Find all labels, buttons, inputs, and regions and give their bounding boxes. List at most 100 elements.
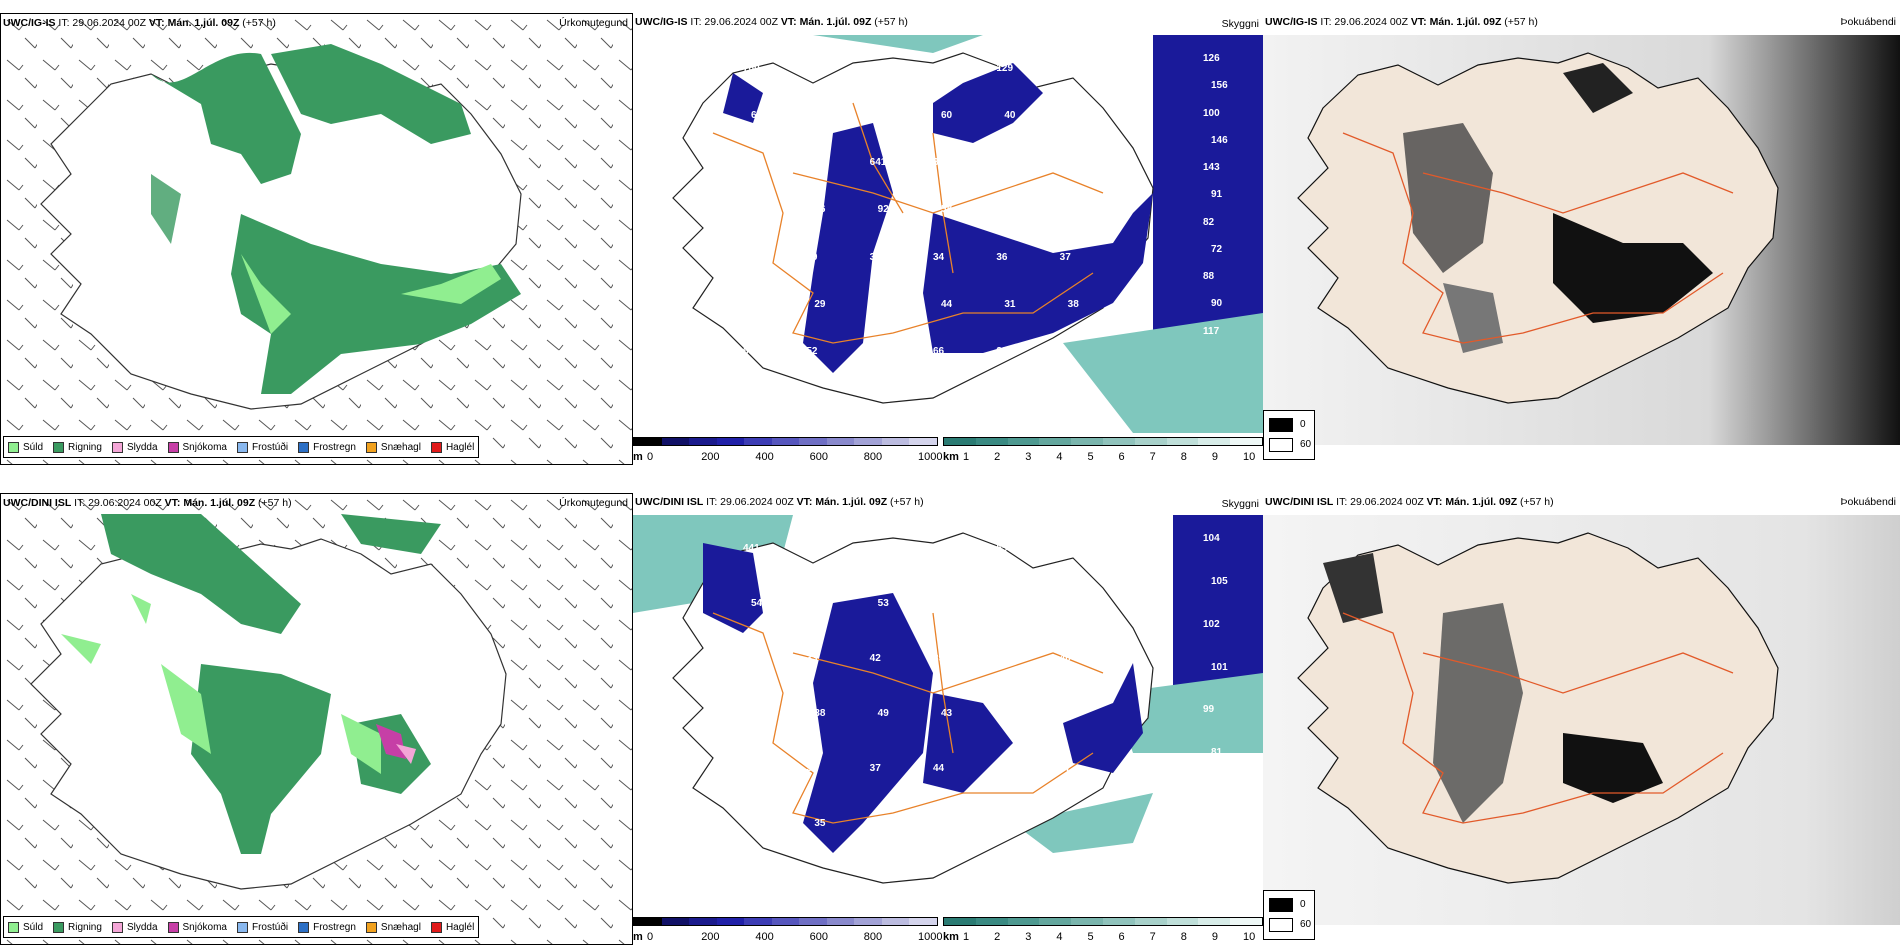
panel-title: Úrkomutegund (559, 17, 628, 29)
colorbar-cell (975, 918, 1008, 925)
visibility-value: 53 (1004, 598, 1016, 609)
colorbar-tick: 1000 (918, 931, 943, 943)
colorbar-tick: 5 (1087, 451, 1094, 463)
colorbar-tick: 10 (1243, 931, 1256, 943)
legend-label: Frostregn (313, 441, 356, 453)
visibility-value: 82 (1203, 216, 1215, 228)
legend-label: Snæhagl (380, 921, 421, 933)
legend-item: Súld (8, 921, 43, 933)
visibility-value: 117 (1203, 325, 1220, 337)
colorbar-cell (716, 918, 745, 925)
colorbar-tick: 6 (1118, 931, 1125, 943)
visibility-value: 89 (1004, 204, 1016, 216)
visibility-value: 36 (996, 251, 1008, 263)
legend-label: Snjókoma (182, 441, 227, 453)
visibility-value: 520 (933, 63, 950, 74)
colorbar-tick: 2 (994, 451, 1001, 463)
colorbar-cell (634, 438, 662, 445)
colorbar-tick: 200 (701, 451, 720, 463)
visibility-value: 32 (743, 763, 755, 774)
colorbar-cell (1007, 438, 1040, 445)
legend-item: Frostúði (236, 441, 288, 453)
visibility-value: 78 (869, 63, 881, 74)
panel-title: Þokuábendi (1840, 496, 1896, 508)
visibility-value: 38 (1067, 298, 1079, 310)
visibility-value: 50 (814, 110, 826, 122)
colorbar-tick: 10 (1243, 451, 1256, 463)
colorbar-cell (909, 438, 938, 445)
model-name: UWC/DINI ISL (3, 497, 72, 509)
visibility-value: 70 (1059, 63, 1071, 74)
colorbar-tick: 0 (647, 451, 654, 463)
visibility-value: 38 (751, 708, 763, 719)
visibility-value: 24 (751, 818, 763, 829)
colorbar-cell (881, 438, 910, 445)
visibility-value: 45 (1067, 110, 1079, 122)
visibility-value: 129 (996, 63, 1014, 74)
visibility-value: 69 (743, 345, 755, 357)
init-time: IT: 29.06.2024 00Z (74, 497, 162, 509)
legend-item: Frostregn (298, 921, 356, 933)
model-name: UWC/IG-IS (3, 17, 56, 29)
colorbar-tick: 3 (1025, 451, 1032, 463)
colorbar-cell (744, 438, 772, 445)
legend-item: Frostúði (236, 921, 289, 933)
legend-label: Frostúði (251, 921, 289, 933)
height-colorbar-top: m 0 200 400 600 800 1000 (633, 437, 942, 465)
colorbar-cell (1230, 438, 1262, 445)
legend-label: Rigning (68, 921, 102, 933)
init-time: IT: 29.06.2024 00Z (690, 16, 778, 28)
visibility-value: 36 (869, 251, 881, 263)
model-name: UWC/IG-IS (635, 16, 688, 28)
visibility-value: 81 (1211, 747, 1223, 759)
visibility-value: 42 (806, 543, 818, 554)
visibility-value: 88 (1203, 271, 1215, 283)
lead-time: (+57 h) (1504, 16, 1538, 28)
colorbar-cell (826, 438, 855, 445)
legend-item: Rigning (53, 921, 102, 933)
colorbar-tick: 1 (963, 931, 970, 943)
legend-swatch (236, 921, 248, 933)
lead-time: (+57 h) (258, 497, 292, 509)
legend-swatch (167, 441, 179, 453)
colorbar-tick: 600 (809, 451, 828, 463)
precip-legend-bottom: Súld Rigning Slydda Snjókoma Frostúði Frostre… (3, 916, 480, 938)
vis-colorbar-top: km 1 2 3 4 5 6 7 8 9 10 (943, 437, 1263, 465)
colorbar-cell (944, 438, 976, 445)
precip-map-bottom (1, 494, 632, 944)
colorbar-tick: 7 (1149, 931, 1156, 943)
legend-label: Slydda (126, 921, 158, 933)
precip-header-bottom: UWC/DINI ISL IT: 29.06.2024 00Z VT: Mán.… (3, 497, 292, 509)
visibility-value: 102 (1203, 618, 1220, 630)
visibility-value: 90 (1211, 298, 1223, 310)
visibility-value: 44 (941, 298, 953, 310)
visibility-value: 63 (933, 543, 945, 554)
visibility-value: 76 (869, 345, 881, 357)
colorbar-cell (1198, 918, 1231, 925)
legend-label: Súld (23, 441, 44, 453)
cloud-legend-top: 0 60 (1263, 410, 1315, 460)
init-time: IT: 29.06.2024 00Z (1320, 16, 1408, 28)
visibility-value: 91 (1211, 189, 1223, 201)
vt-label: VT: (796, 496, 813, 508)
visibility-value: 66 (933, 345, 945, 357)
visibility-value: 36 (806, 763, 818, 774)
valid-time: Mán. 1.júl. 09Z (1445, 496, 1518, 508)
visibility-value: 156 (1211, 80, 1228, 92)
visibility-value: 99 (1203, 704, 1215, 716)
legend-swatch (365, 921, 377, 933)
visibility-value: 33 (806, 653, 818, 664)
cloud-panel-bottom: UWC/DINI ISL IT: 29.06.2024 00Z VT: Mán.… (1263, 493, 1900, 945)
visibility-value: 641 (869, 157, 887, 169)
visibility-value: 54 (1059, 543, 1071, 554)
visibility-value: 44 (933, 763, 945, 774)
visibility-value: 105 (1211, 575, 1228, 587)
colorbar-cell (1007, 918, 1040, 925)
vis-map-bottom (633, 515, 1263, 925)
legend-item: Snæhagl (365, 921, 421, 933)
valid-time: Mán. 1.júl. 09Z (183, 497, 256, 509)
vis-panel-top: UWC/IG-IS IT: 29.06.2024 00Z VT: Mán. 1.… (633, 13, 1263, 465)
colorbar-cell (716, 438, 745, 445)
visibility-value: 126 (1203, 53, 1220, 64)
panel-title: Þokuábendi (1840, 16, 1896, 28)
